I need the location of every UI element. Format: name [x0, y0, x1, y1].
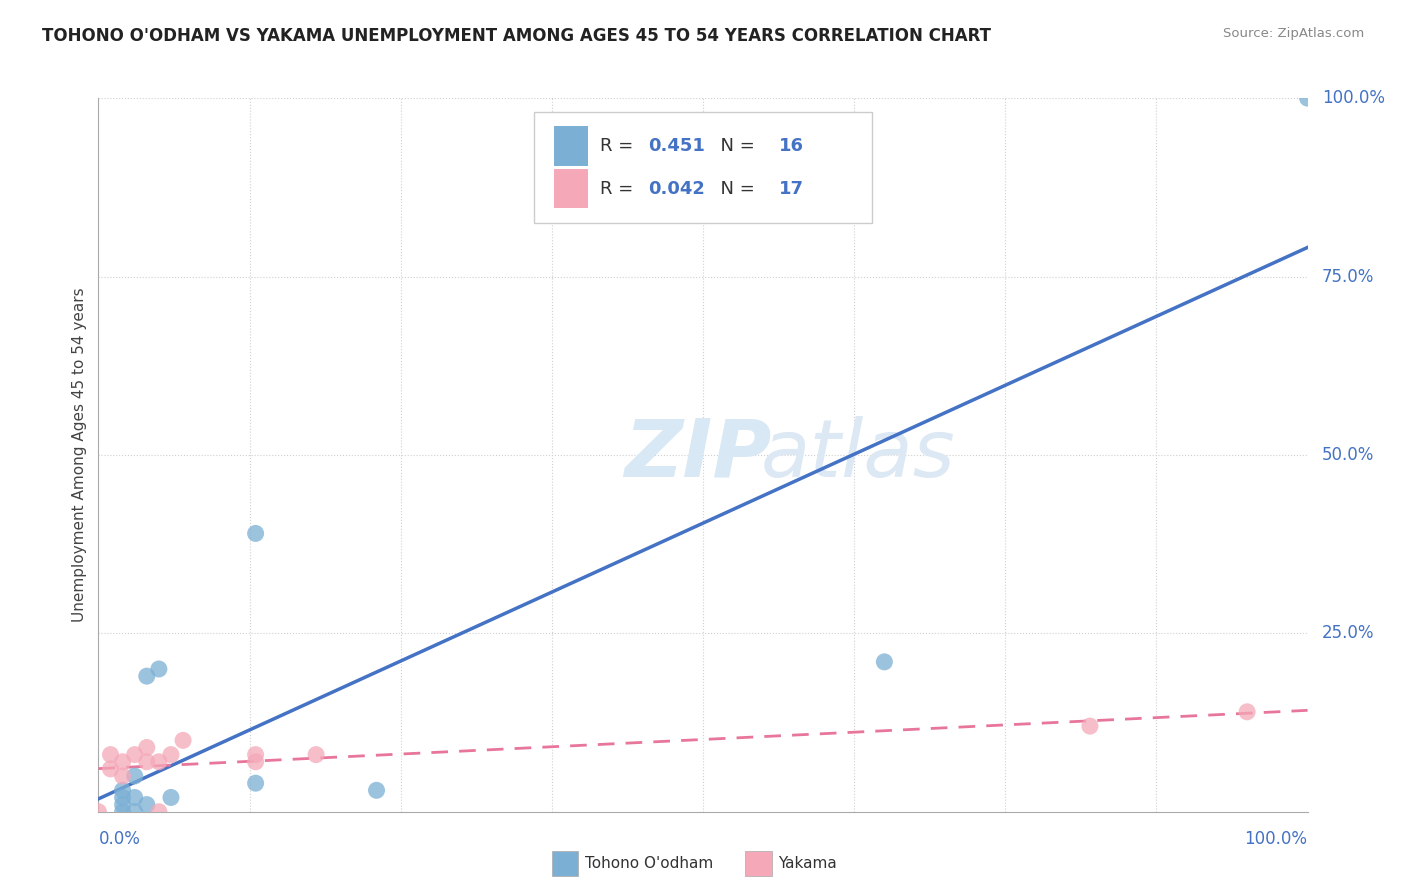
Point	[135, 755, 157, 769]
Text: 50.0%: 50.0%	[1322, 446, 1375, 464]
Point	[124, 805, 146, 819]
Text: 0.042: 0.042	[648, 180, 706, 198]
Point	[135, 740, 157, 755]
FancyBboxPatch shape	[554, 169, 588, 209]
Point	[148, 755, 170, 769]
FancyBboxPatch shape	[745, 851, 772, 876]
Point	[124, 790, 146, 805]
Text: 17: 17	[779, 180, 804, 198]
Point	[100, 762, 122, 776]
Text: N =: N =	[709, 180, 761, 198]
Point	[245, 776, 267, 790]
Text: atlas: atlas	[761, 416, 956, 494]
FancyBboxPatch shape	[551, 851, 578, 876]
Text: 0.0%: 0.0%	[98, 830, 141, 847]
FancyBboxPatch shape	[554, 127, 588, 166]
Point	[245, 755, 267, 769]
Text: Yakama: Yakama	[778, 855, 837, 871]
Point	[172, 733, 194, 747]
Point	[111, 755, 134, 769]
Point	[873, 655, 896, 669]
Point	[111, 783, 134, 797]
Text: 25.0%: 25.0%	[1322, 624, 1375, 642]
Point	[87, 805, 110, 819]
Text: R =: R =	[600, 180, 640, 198]
Point	[1078, 719, 1101, 733]
Y-axis label: Unemployment Among Ages 45 to 54 years: Unemployment Among Ages 45 to 54 years	[72, 287, 87, 623]
Point	[1236, 705, 1258, 719]
Text: 16: 16	[779, 137, 804, 155]
Text: 100.0%: 100.0%	[1244, 830, 1308, 847]
Text: Source: ZipAtlas.com: Source: ZipAtlas.com	[1223, 27, 1364, 40]
Point	[160, 747, 183, 762]
Point	[305, 747, 328, 762]
Point	[148, 662, 170, 676]
Point	[111, 790, 134, 805]
Point	[135, 797, 157, 812]
Text: N =: N =	[709, 137, 761, 155]
Text: 100.0%: 100.0%	[1322, 89, 1385, 107]
Text: 75.0%: 75.0%	[1322, 268, 1375, 285]
Text: TOHONO O'ODHAM VS YAKAMA UNEMPLOYMENT AMONG AGES 45 TO 54 YEARS CORRELATION CHAR: TOHONO O'ODHAM VS YAKAMA UNEMPLOYMENT AM…	[42, 27, 991, 45]
Point	[245, 747, 267, 762]
Point	[160, 790, 183, 805]
Text: 0.451: 0.451	[648, 137, 706, 155]
Point	[245, 526, 267, 541]
Point	[124, 769, 146, 783]
FancyBboxPatch shape	[534, 112, 872, 223]
Point	[124, 747, 146, 762]
Point	[111, 805, 134, 819]
Point	[111, 769, 134, 783]
Text: Tohono O'odham: Tohono O'odham	[585, 855, 713, 871]
Point	[366, 783, 388, 797]
Point	[135, 669, 157, 683]
Text: ZIP: ZIP	[624, 416, 772, 494]
Point	[100, 747, 122, 762]
Text: R =: R =	[600, 137, 640, 155]
Point	[111, 797, 134, 812]
Point	[148, 805, 170, 819]
Point	[1296, 91, 1319, 105]
